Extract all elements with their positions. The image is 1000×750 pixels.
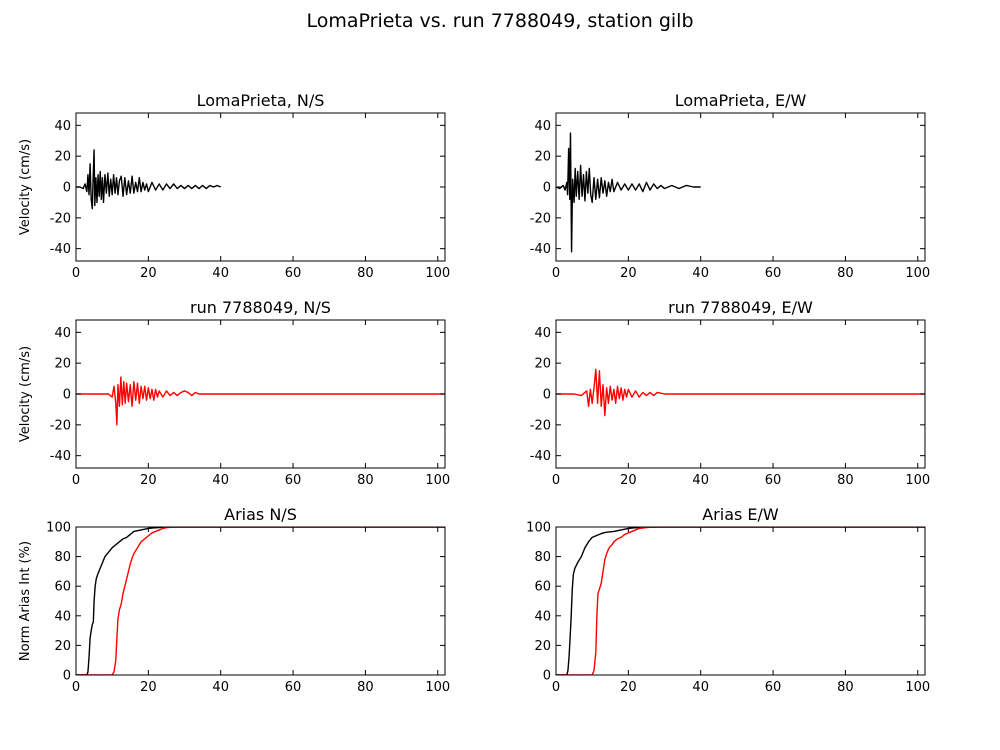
- x-tick-label: 0: [72, 473, 80, 488]
- x-tick-label: 0: [72, 680, 80, 695]
- x-tick-label: 20: [620, 473, 637, 488]
- y-tick-label: 80: [534, 550, 551, 565]
- x-tick-label: 60: [285, 473, 302, 488]
- chart-title: Arias E/W: [702, 505, 779, 524]
- x-tick-label: 100: [905, 266, 930, 281]
- figure-title: LomaPrieta vs. run 7788049, station gilb: [306, 10, 694, 32]
- x-tick-label: 40: [692, 680, 709, 695]
- x-tick-label: 80: [837, 680, 854, 695]
- x-tick-label: 80: [357, 680, 374, 695]
- y-tick-label: 20: [534, 639, 551, 654]
- y-tick-label: -20: [530, 211, 551, 226]
- y-tick-label: 100: [46, 521, 71, 536]
- x-tick-label: 100: [425, 473, 450, 488]
- y-axis-label: Velocity (cm/s): [18, 346, 33, 442]
- y-tick-label: -20: [530, 418, 551, 433]
- y-tick-label: 40: [54, 119, 71, 134]
- x-tick-label: 60: [765, 266, 782, 281]
- x-tick-label: 20: [140, 680, 157, 695]
- x-tick-label: 40: [212, 473, 229, 488]
- y-tick-label: -40: [50, 242, 71, 257]
- series-line-simulated: [556, 368, 925, 417]
- x-tick-label: 60: [285, 680, 302, 695]
- x-tick-label: 0: [72, 266, 80, 281]
- series-line-simulated: [76, 376, 445, 426]
- y-tick-label: -20: [50, 211, 71, 226]
- y-tick-label: 20: [54, 357, 71, 372]
- y-tick-label: 40: [534, 326, 551, 341]
- y-tick-label: 40: [534, 119, 551, 134]
- x-tick-label: 100: [905, 473, 930, 488]
- y-tick-label: 0: [543, 388, 551, 403]
- y-tick-label: -20: [50, 418, 71, 433]
- chart-panel-vel-obs-ew: 0 20 40 60 80 100 -40 -20 0 20 40 LomaPrieta, E/W: [530, 91, 930, 281]
- x-tick-label: 80: [837, 473, 854, 488]
- chart-title: LomaPrieta, N/S: [197, 91, 325, 110]
- chart-title: LomaPrieta, E/W: [675, 91, 807, 110]
- x-tick-label: 60: [765, 680, 782, 695]
- y-tick-label: 20: [54, 150, 71, 165]
- axes-frame: [555, 526, 926, 676]
- axes-frame: [75, 526, 446, 676]
- y-tick-label: 80: [54, 550, 71, 565]
- chart-panel-vel-sim-ew: 0 20 40 60 80 100 -40 -20 0 20 40 run 7788049, E/W: [530, 298, 930, 488]
- series-line-simulated: [556, 527, 925, 675]
- y-tick-label: 60: [534, 580, 551, 595]
- series-line-observed: [76, 527, 445, 675]
- y-tick-label: 0: [63, 388, 71, 403]
- y-axis-label: Norm Arias Int (%): [18, 541, 33, 661]
- chart-title: run 7788049, E/W: [668, 298, 813, 317]
- x-tick-label: 0: [552, 680, 560, 695]
- chart-panel-vel-sim-ns: 0 20 40 60 80 100 -40 -20 0 20 40 run 7788049, N/S V…: [18, 298, 450, 488]
- chart-panel-arias-ns: 0 20 40 60 80 100 0 20 40 60 80 100 Arias N/S Norm Ar…: [18, 505, 450, 695]
- x-tick-label: 40: [692, 266, 709, 281]
- x-tick-label: 100: [905, 680, 930, 695]
- y-tick-label: -40: [530, 449, 551, 464]
- x-tick-label: 60: [765, 473, 782, 488]
- x-tick-label: 20: [140, 473, 157, 488]
- x-tick-label: 40: [212, 266, 229, 281]
- series-line-simulated: [76, 527, 445, 675]
- y-tick-label: -40: [50, 449, 71, 464]
- chart-title: Arias N/S: [224, 505, 297, 524]
- series-line-observed: [556, 527, 925, 675]
- x-tick-label: 0: [552, 266, 560, 281]
- y-tick-label: 0: [63, 669, 71, 684]
- x-tick-label: 100: [425, 266, 450, 281]
- x-tick-label: 100: [425, 680, 450, 695]
- y-tick-label: 40: [534, 609, 551, 624]
- y-tick-label: 20: [534, 357, 551, 372]
- y-tick-label: 40: [54, 326, 71, 341]
- y-tick-label: 20: [54, 639, 71, 654]
- x-tick-label: 20: [620, 680, 637, 695]
- series-line-observed: [76, 149, 221, 210]
- y-tick-label: 40: [54, 609, 71, 624]
- y-tick-label: 0: [543, 181, 551, 196]
- y-tick-label: 60: [54, 580, 71, 595]
- series-line-observed: [556, 132, 701, 253]
- x-tick-label: 80: [837, 266, 854, 281]
- x-tick-label: 40: [212, 680, 229, 695]
- y-tick-label: 0: [543, 669, 551, 684]
- x-tick-label: 0: [552, 473, 560, 488]
- x-tick-label: 80: [357, 473, 374, 488]
- chart-title: run 7788049, N/S: [190, 298, 331, 317]
- x-tick-label: 80: [357, 266, 374, 281]
- x-tick-label: 40: [692, 473, 709, 488]
- y-axis-label: Velocity (cm/s): [18, 139, 33, 235]
- x-tick-label: 20: [620, 266, 637, 281]
- x-tick-label: 20: [140, 266, 157, 281]
- chart-panel-vel-obs-ns: 0 20 40 60 80 100 -40 -20 0 20 40 LomaPrieta, N/S Ve…: [18, 91, 450, 281]
- chart-panel-arias-ew: 0 20 40 60 80 100 0 20 40 60 80 100 Arias E/W: [526, 505, 930, 695]
- x-tick-label: 60: [285, 266, 302, 281]
- y-tick-label: 20: [534, 150, 551, 165]
- y-tick-label: -40: [530, 242, 551, 257]
- y-tick-label: 0: [63, 181, 71, 196]
- y-tick-label: 100: [526, 521, 551, 536]
